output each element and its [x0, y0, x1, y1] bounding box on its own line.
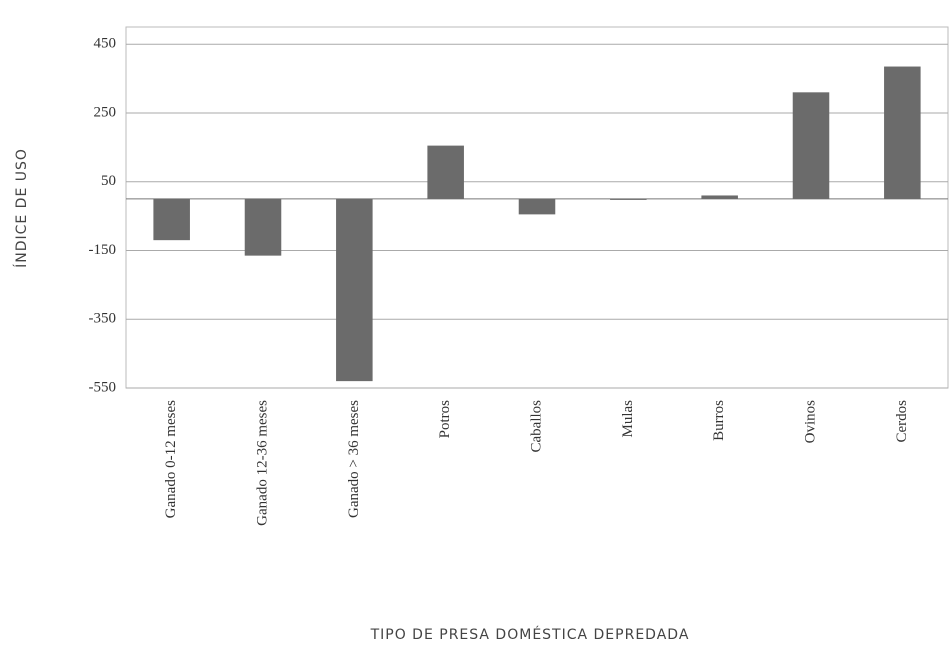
bar — [792, 92, 830, 199]
y-tick-label: 50 — [101, 173, 116, 189]
x-tick-label: Caballos — [528, 400, 544, 453]
bar — [518, 198, 556, 215]
x-axis-label: TIPO DE PRESA DOMÉSTICA DEPREDADA — [370, 626, 690, 643]
x-tick-label: Potros — [437, 400, 453, 439]
bar — [244, 198, 282, 256]
bar — [884, 66, 921, 199]
x-tick-label: Ganado 12-36 meses — [254, 400, 270, 526]
y-tick-label: -550 — [89, 379, 117, 395]
x-tick-label: Cerdos — [894, 400, 910, 443]
bar — [701, 195, 738, 199]
bar — [336, 198, 373, 382]
y-axis-label: ÍNDICE DE USO — [13, 148, 30, 268]
bar — [610, 198, 647, 200]
y-tick-label: 250 — [94, 104, 117, 120]
y-tick-label: -350 — [89, 311, 117, 327]
y-tick-label: -150 — [89, 242, 117, 258]
x-tick-label: Ovinos — [802, 400, 818, 444]
x-tick-label: Ganado > 36 meses — [346, 400, 362, 518]
y-tick-label: 450 — [94, 36, 117, 52]
x-tick-label: Ganado 0-12 meses — [163, 400, 179, 518]
bar — [153, 198, 190, 241]
bar — [427, 145, 464, 199]
x-tick-label: Mulas — [620, 400, 636, 438]
x-tick-label: Burros — [711, 400, 727, 441]
